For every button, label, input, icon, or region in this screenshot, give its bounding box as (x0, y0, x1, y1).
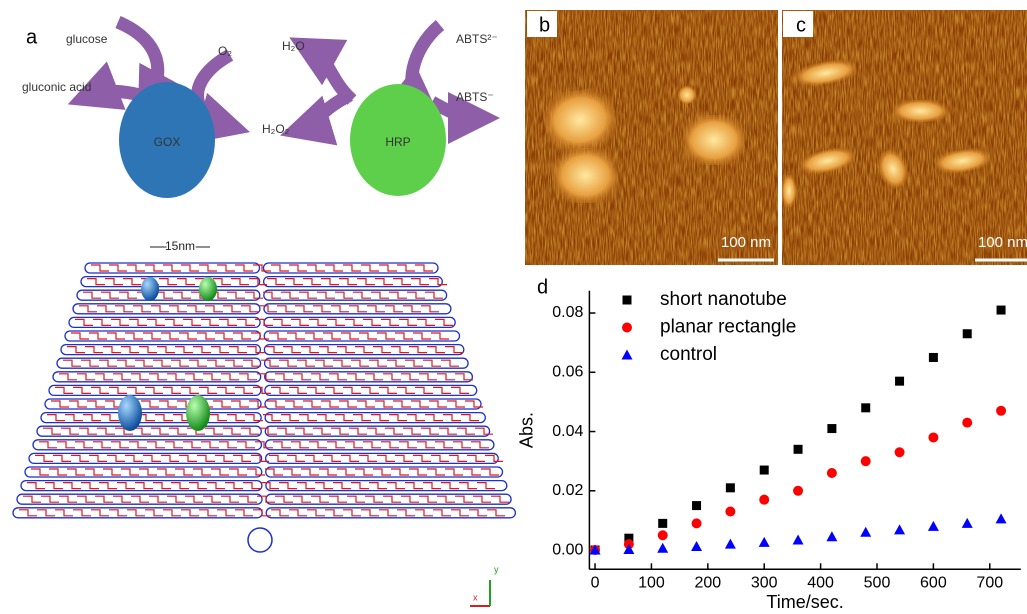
enzyme-scheme: a GOX HRP glucose gluconic acid O₂ H₂O₂ … (22, 22, 498, 198)
marker (759, 495, 769, 505)
y-tick-label: 0.00 (552, 541, 583, 558)
h2o-label: H₂O (282, 39, 305, 53)
staple (31, 469, 499, 475)
enzyme-sphere (199, 277, 217, 301)
legend-label: short nanotube (660, 289, 787, 310)
staple (39, 442, 489, 448)
marker (658, 530, 668, 540)
staple (83, 292, 443, 298)
hrp-label: HRP (385, 135, 410, 149)
axis-x-label: x (473, 592, 478, 602)
marker (928, 432, 938, 442)
marker (827, 424, 836, 433)
marker (793, 486, 803, 496)
staple (59, 374, 473, 380)
x-tick-label: 600 (920, 575, 947, 592)
staple (55, 387, 469, 393)
marker (929, 353, 938, 362)
staple (91, 265, 433, 271)
marker (962, 518, 973, 528)
legend-label: planar rectangle (660, 317, 796, 338)
marker (962, 418, 972, 428)
x-tick-label: 0 (591, 575, 600, 592)
scale-label: 15nm (165, 239, 195, 253)
panel-label: c (796, 14, 806, 36)
staple (47, 415, 479, 421)
legend-label: control (660, 344, 717, 365)
marker (826, 531, 837, 541)
panel-label: d (537, 276, 548, 298)
marker (657, 543, 668, 553)
marker (725, 507, 735, 517)
x-tick-label: 500 (864, 575, 891, 592)
axes-icon: x y (470, 564, 499, 606)
afm-image-b: b 100 nm (525, 10, 778, 265)
marker (997, 306, 1006, 315)
marker (658, 519, 667, 528)
marker (928, 521, 939, 531)
marker (692, 518, 702, 528)
enzyme-sphere (118, 395, 142, 431)
panel-label: b (539, 14, 550, 36)
abts-in-label: ABTS²⁻ (456, 32, 498, 46)
abts-out-label: ABTS⁻ (456, 90, 494, 104)
x-tick-label: 100 (638, 575, 665, 592)
y-tick-label: 0.02 (552, 482, 583, 499)
staple (19, 510, 505, 516)
x-tick-label: 200 (694, 575, 721, 592)
panel-label: a (26, 26, 38, 48)
marker (759, 537, 770, 547)
x-tick-label: 400 (807, 575, 834, 592)
afm-image-c: c 100 nm (782, 10, 1027, 265)
gluconic-acid-label: gluconic acid (22, 80, 91, 94)
marker (726, 483, 735, 492)
x-tick-label: 300 (751, 575, 778, 592)
staple (51, 401, 483, 407)
legend-marker (622, 350, 633, 360)
marker (827, 468, 837, 478)
axis-y-label: y (494, 564, 499, 574)
marker (794, 445, 803, 454)
legend-marker (622, 323, 632, 333)
y-tick-label: 0.06 (552, 363, 583, 380)
staple (43, 428, 493, 434)
x-axis-title: Time/sec. (766, 592, 843, 612)
h2o2-label: H₂O₂ (262, 122, 290, 136)
y-axis-title: Abs. (517, 412, 537, 448)
marker (894, 524, 905, 534)
marker (793, 534, 804, 544)
staple (71, 333, 449, 339)
staple (87, 279, 447, 285)
origami-drawing: 15nm (13, 239, 515, 552)
legend-marker (623, 296, 632, 305)
chart: 0.00 0.02 0.04 0.06 0.08 0 100 200 300 400 500 600 7… (517, 289, 1021, 612)
gox-label: GOX (154, 135, 181, 149)
marker (861, 456, 871, 466)
y-tick-label: 0.04 (552, 423, 583, 440)
enzyme-sphere (141, 277, 159, 301)
staple (23, 496, 509, 502)
glucose-label: glucose (66, 32, 108, 46)
staple (75, 319, 453, 325)
marker (725, 539, 736, 549)
x-tick-label: 700 (976, 575, 1003, 592)
enzyme-sphere (186, 395, 210, 431)
figure: a GOX HRP glucose gluconic acid O₂ H₂O₂ … (0, 0, 1027, 614)
scale-label: 100 nm (721, 234, 771, 251)
marker (996, 406, 1006, 416)
marker (861, 403, 870, 412)
marker (963, 329, 972, 338)
scale-label: 100 nm (978, 234, 1027, 251)
marker (760, 466, 769, 475)
marker (860, 527, 871, 537)
o2-label: O₂ (218, 44, 232, 58)
staple (35, 455, 503, 461)
y-tick-label: 0.08 (552, 304, 583, 321)
marker (692, 501, 701, 510)
marker (996, 513, 1007, 523)
marker (895, 377, 904, 386)
marker (895, 447, 905, 457)
loop (248, 528, 272, 552)
marker (691, 541, 702, 551)
